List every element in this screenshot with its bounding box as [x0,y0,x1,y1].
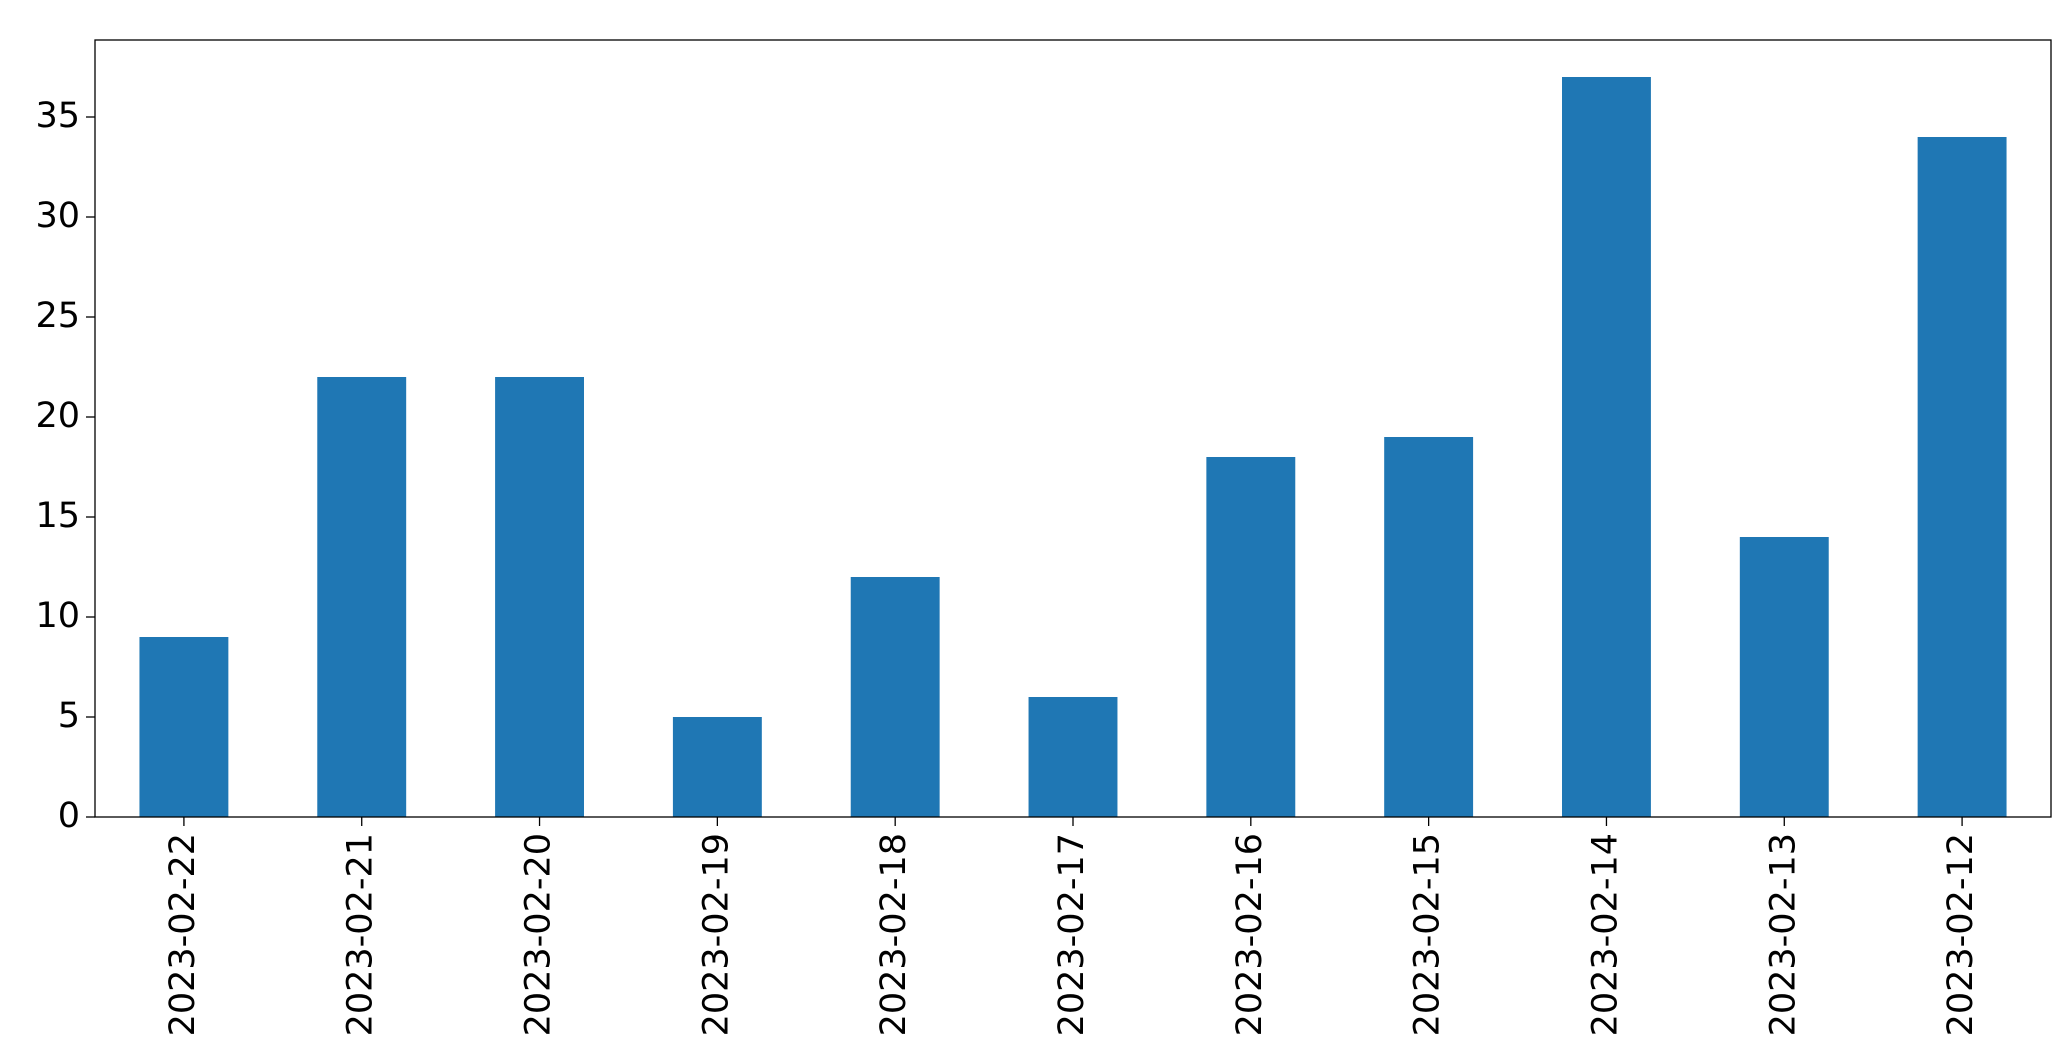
x-tick-label: 2023-02-14 [1585,833,1625,1036]
x-tick-label: 2023-02-22 [163,833,203,1036]
y-tick-label: 30 [35,196,80,236]
bar [139,637,229,817]
x-tick-label: 2023-02-13 [1763,833,1803,1036]
x-tick-label: 2023-02-15 [1408,833,1448,1036]
y-tick-label: 15 [35,496,80,536]
bar [1917,137,2007,817]
bar [850,577,940,817]
x-tick-label: 2023-02-12 [1941,833,1981,1036]
plot-frame [94,39,2052,818]
bar [672,717,762,817]
x-tick-label: 2023-02-18 [874,833,914,1036]
x-tick-label: 2023-02-17 [1052,833,1092,1036]
y-tick-label: 20 [35,396,80,436]
y-tick-label: 35 [35,96,80,136]
y-tick-label: 25 [35,296,80,336]
bar [317,377,407,817]
y-tick-label: 0 [58,796,80,836]
x-tick-label: 2023-02-21 [341,833,381,1036]
bar [1562,77,1651,817]
bar [1206,457,1296,817]
x-tick-label: 2023-02-20 [519,833,559,1036]
bar [1739,537,1829,817]
y-tick-label: 10 [35,596,80,636]
bar [495,377,584,817]
x-tick-label: 2023-02-19 [696,833,736,1036]
y-tick-label: 5 [58,696,80,736]
bar [1028,697,1118,817]
bar [1384,437,1474,817]
x-tick-label: 2023-02-16 [1230,833,1270,1036]
